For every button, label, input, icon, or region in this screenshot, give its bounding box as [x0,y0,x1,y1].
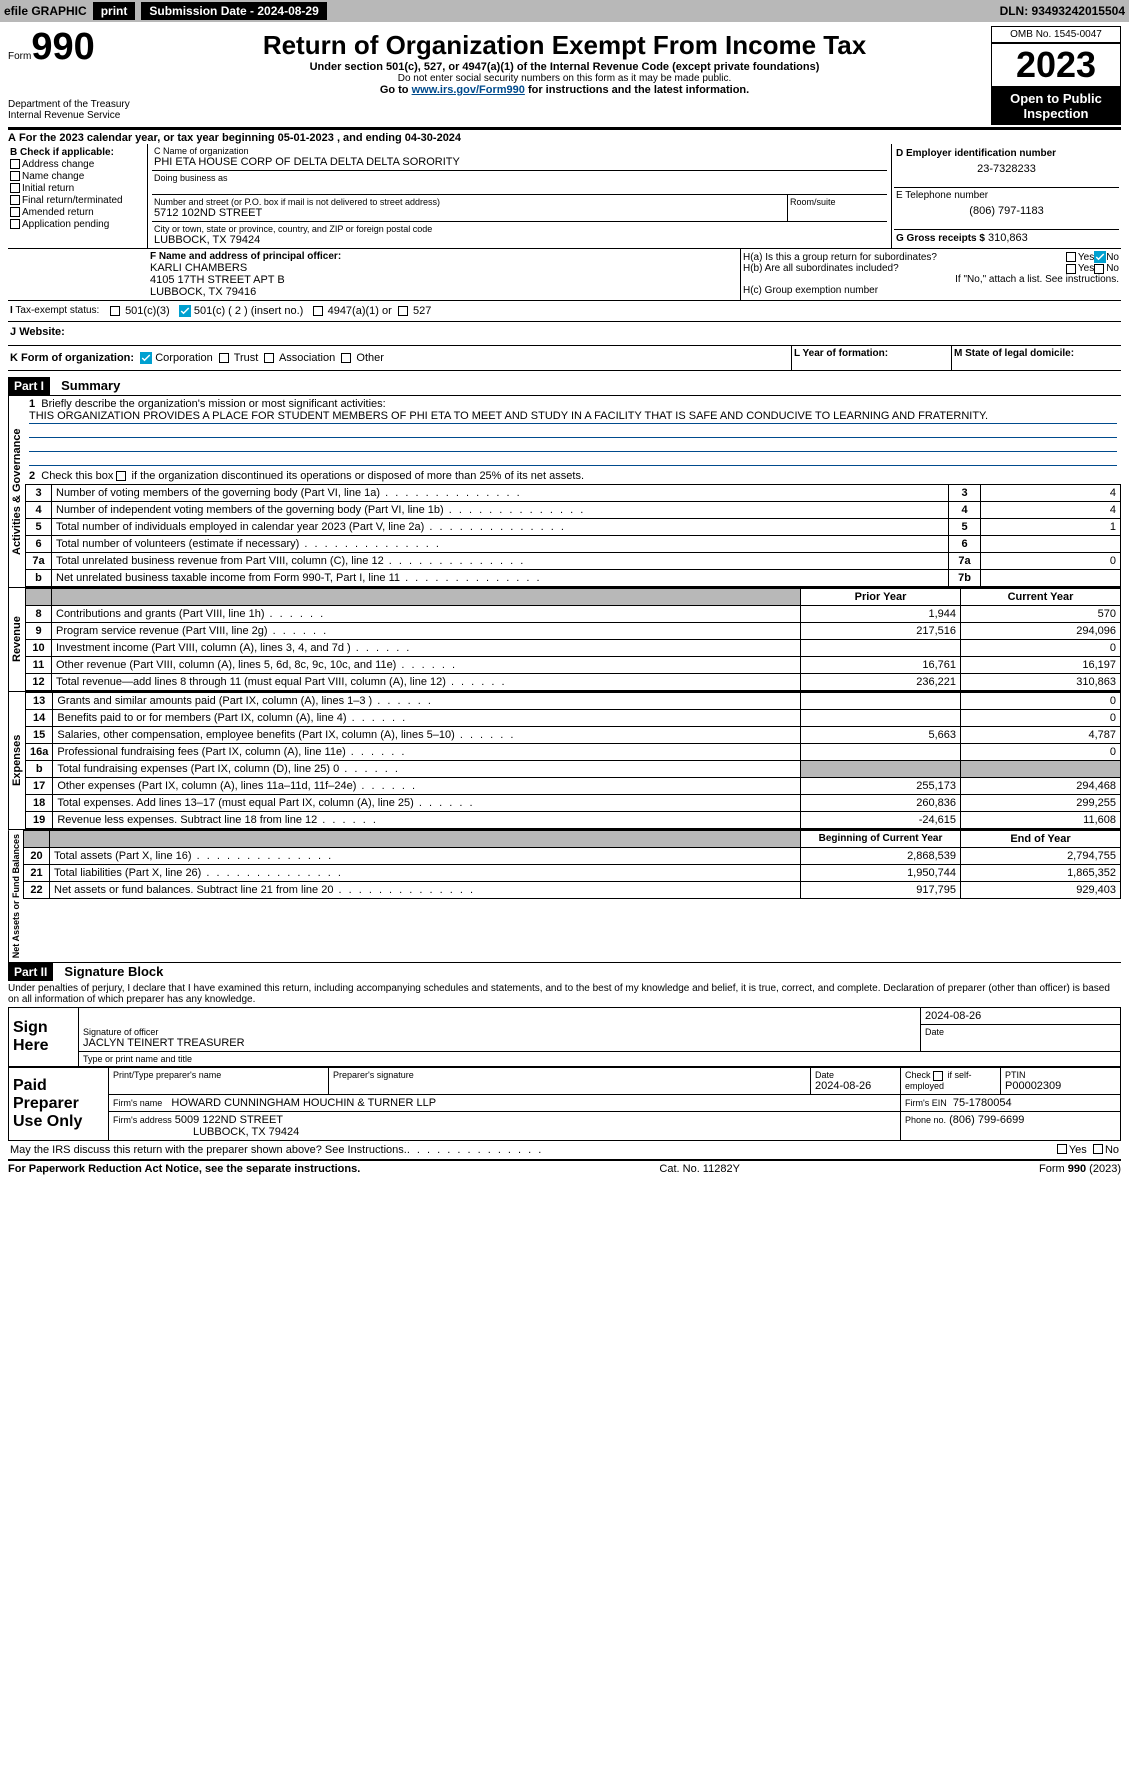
ha-label: H(a) Is this a group return for subordin… [743,252,1066,263]
gross-receipts: 310,863 [988,232,1028,244]
print-button[interactable]: print [93,2,136,20]
table-expenses: 13Grants and similar amounts paid (Part … [25,692,1121,829]
discuss-text: May the IRS discuss this return with the… [10,1144,407,1156]
officer-addr1: 4105 17TH STREET APT B [150,274,738,286]
form-subtitle: Under section 501(c), 527, or 4947(a)(1)… [142,61,987,73]
vlabel-rev: Revenue [8,588,25,691]
topbar: efile GRAPHIC print Submission Date - 20… [0,0,1129,22]
city-label: City or town, state or province, country… [154,224,885,234]
sign-here-label: Sign Here [9,1008,79,1067]
ssn-warning: Do not enter social security numbers on … [142,73,987,84]
open-public-badge: Open to Public Inspection [991,87,1121,125]
chk-hb-no[interactable] [1094,264,1104,274]
chk-assoc[interactable] [264,353,274,363]
vlabel-ag: Activities & Governance [8,396,25,587]
room-label: Room/suite [790,197,885,207]
form-number: 990 [31,26,94,68]
box-b: B Check if applicable: Address change Na… [8,144,148,248]
l2-text: Check this box if the organization disco… [41,470,584,482]
ein-label: D Employer identification number [896,148,1117,159]
officer-sig-name: JACLYN TEINERT TREASURER [83,1037,916,1049]
sig-date: 2024-08-26 [921,1008,1121,1025]
state-domicile: M State of legal domicile: [951,346,1121,370]
firm-phone: (806) 799-6699 [949,1114,1024,1126]
l1-label: Briefly describe the organization's miss… [41,398,385,410]
paid-preparer-block: Paid Preparer Use Only Print/Type prepar… [8,1067,1121,1141]
chk-discontinued[interactable] [116,471,126,481]
chk-501c3[interactable] [110,306,120,316]
chk-amended[interactable] [10,207,20,217]
addr-label: Number and street (or P.O. box if mail i… [154,197,785,207]
ptin: P00002309 [1005,1080,1116,1092]
org-addr: 5712 102ND STREET [154,207,785,219]
tax-year: 2023 [991,43,1121,87]
hc-label: H(c) Group exemption number [743,285,1119,296]
officer-addr2: LUBBOCK, TX 79416 [150,286,738,298]
omb-number: OMB No. 1545-0047 [991,26,1121,43]
firm-addr: 5009 122ND STREET [175,1114,283,1126]
paid-prep-label: Paid Preparer Use Only [9,1067,109,1140]
check-icon [140,352,152,364]
check-icon [179,305,191,317]
dept-label: Department of the Treasury Internal Reve… [8,99,138,121]
form-title: Return of Organization Exempt From Incom… [142,30,987,61]
vlabel-exp: Expenses [8,692,25,829]
org-name: PHI ETA HOUSE CORP OF DELTA DELTA DELTA … [154,156,885,168]
part1-header: Part I [8,377,50,395]
part2-header: Part II [8,963,53,981]
officer-label: F Name and address of principal officer: [150,251,738,262]
irs-link[interactable]: www.irs.gov/Form990 [412,84,525,96]
form-header: Form990 Department of the Treasury Inter… [8,26,1121,125]
tax-status-label: Tax-exempt status: [15,305,99,316]
chk-trust[interactable] [219,353,229,363]
table-revenue: Prior YearCurrent Year8Contributions and… [25,588,1121,691]
officer-name: KARLI CHAMBERS [150,262,738,274]
website-label: Website: [19,326,65,338]
hb-label: H(b) Are all subordinates included? [743,263,1066,274]
chk-527[interactable] [398,306,408,316]
year-formation: L Year of formation: [791,346,951,370]
table-netassets: Beginning of Current YearEnd of Year20To… [23,830,1121,899]
name-label: C Name of organization [154,146,885,156]
mission-text: THIS ORGANIZATION PROVIDES A PLACE FOR S… [29,410,1117,424]
chk-final-return[interactable] [10,195,20,205]
table-activities: 3Number of voting members of the governi… [25,484,1121,587]
chk-ha-yes[interactable] [1066,252,1076,262]
ein: 23-7328233 [896,163,1117,175]
instructions-text: Go to www.irs.gov/Form990 for instructio… [142,84,987,96]
form-label: Form [8,51,31,62]
footer: For Paperwork Reduction Act Notice, see … [8,1161,1121,1177]
chk-discuss-yes[interactable] [1057,1144,1067,1154]
line-a: A For the 2023 calendar year, or tax yea… [8,132,1121,144]
chk-hb-yes[interactable] [1066,264,1076,274]
chk-pending[interactable] [10,219,20,229]
firm-ein: 75-1780054 [953,1097,1012,1109]
dln: DLN: 93493242015504 [1000,4,1125,18]
chk-name-change[interactable] [10,171,20,181]
chk-self-employed[interactable] [933,1071,943,1081]
chk-4947[interactable] [313,306,323,316]
vlabel-na: Net Assets or Fund Balances [8,830,23,962]
form-org-label: K Form of organization: [10,352,134,364]
firm-name: HOWARD CUNNINGHAM HOUCHIN & TURNER LLP [171,1097,436,1109]
chk-initial-return[interactable] [10,183,20,193]
submission-date: Submission Date - 2024-08-29 [141,2,326,20]
signature-block: Sign Here 2024-08-26 Signature of office… [8,1007,1121,1067]
phone-label: E Telephone number [896,190,1117,201]
penalties-text: Under penalties of perjury, I declare th… [8,981,1121,1007]
check-icon [1094,251,1106,263]
efile-label: efile GRAPHIC [4,4,87,18]
part2-title: Signature Block [64,964,163,979]
gross-label: G Gross receipts $ [896,233,985,244]
org-city: LUBBOCK, TX 79424 [154,234,885,246]
chk-other[interactable] [341,353,351,363]
phone: (806) 797-1183 [896,205,1117,217]
chk-discuss-no[interactable] [1093,1144,1103,1154]
hb-note: If "No," attach a list. See instructions… [743,274,1119,285]
dba-label: Doing business as [154,173,885,183]
part1-title: Summary [61,378,120,393]
chk-address-change[interactable] [10,159,20,169]
